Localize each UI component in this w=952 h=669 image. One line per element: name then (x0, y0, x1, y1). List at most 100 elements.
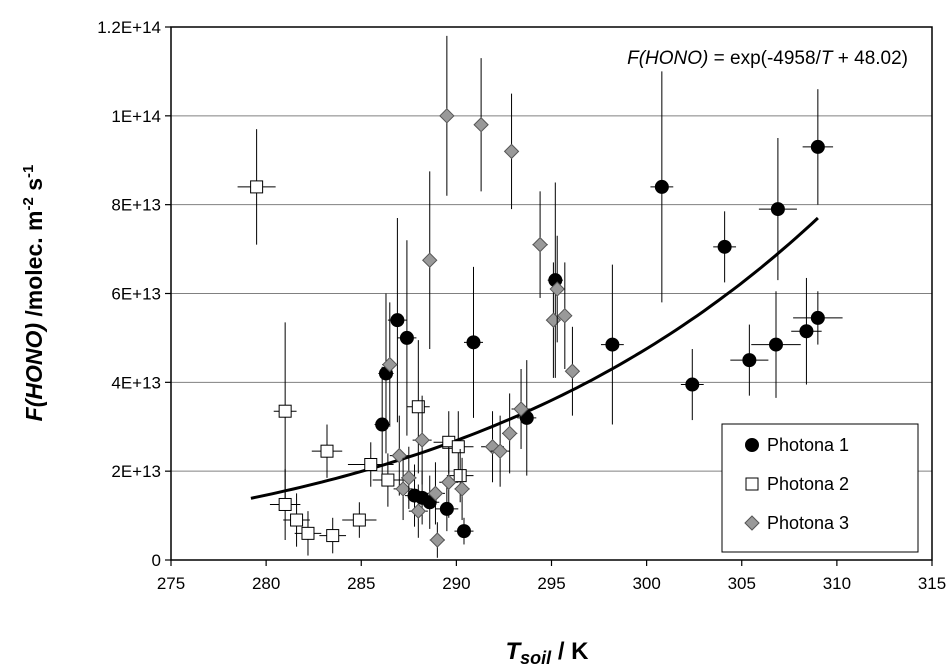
point-marker-circle (605, 337, 620, 352)
x-tick-label: 295 (537, 574, 565, 593)
data-point (532, 191, 548, 298)
data-point (549, 235, 565, 343)
point-marker-diamond (513, 401, 529, 417)
point-marker-square (320, 444, 334, 458)
data-point (372, 453, 404, 507)
point-marker-circle (456, 524, 471, 539)
data-point (713, 211, 737, 283)
y-tick-label: 6E+13 (111, 285, 161, 304)
point-marker-diamond (410, 503, 427, 519)
point-marker-diamond (401, 470, 417, 486)
x-tick-label: 315 (918, 574, 946, 593)
data-point (319, 517, 347, 554)
point-marker-diamond (549, 281, 565, 297)
point-marker-diamond (429, 532, 446, 548)
fit-curve-layer (250, 216, 819, 500)
data-point (473, 58, 489, 192)
point-marker-diamond (439, 108, 455, 124)
point-marker-circle (439, 501, 454, 516)
point-marker-circle (799, 324, 814, 339)
point-marker-diamond (454, 481, 470, 497)
data-point (463, 266, 484, 418)
data-point (758, 138, 797, 281)
point-marker-square (290, 513, 304, 527)
point-marker-circle (390, 313, 405, 328)
legend-marker-circle (745, 438, 759, 452)
x-tick-label: 290 (442, 574, 470, 593)
x-tick-label: 305 (728, 574, 756, 593)
data-point (397, 240, 417, 436)
x-axis-title: Tsoil / K (505, 638, 589, 668)
data-point (347, 442, 394, 487)
y-tick-label: 4E+13 (111, 373, 161, 392)
point-marker-square (250, 180, 264, 194)
data-point (237, 129, 276, 245)
data-point (557, 262, 573, 370)
data-point (422, 171, 438, 350)
point-marker-diamond (395, 481, 411, 497)
legend: Photona 1 Photona 2 Photona 3 (721, 423, 919, 553)
x-tick-label: 275 (157, 574, 185, 593)
data-point (311, 424, 343, 478)
point-marker-diamond (414, 432, 430, 448)
point-marker-circle (519, 410, 534, 425)
data-point (454, 457, 470, 521)
point-marker-circle (399, 330, 414, 345)
data-point (401, 446, 417, 509)
data-point (751, 291, 801, 398)
point-marker-square (278, 497, 292, 511)
point-marker-circle (422, 495, 437, 510)
y-axis-title: F(HONO) /molec. m-2 s-1 (20, 165, 47, 422)
point-marker-circle (375, 417, 390, 432)
data-points-layer (237, 35, 843, 558)
data-point (439, 446, 459, 518)
point-marker-square (381, 473, 395, 487)
point-marker-square (278, 404, 292, 418)
data-point (342, 502, 377, 538)
data-point (283, 493, 310, 547)
data-point (791, 277, 822, 385)
data-point (730, 324, 769, 396)
x-tick-label: 310 (823, 574, 851, 593)
data-point (680, 349, 704, 421)
point-marker-circle (717, 239, 732, 254)
data-point (412, 395, 432, 485)
data-point (425, 462, 445, 525)
fit-curve (250, 216, 819, 500)
data-point (490, 415, 510, 487)
y-tick-label: 1E+14 (111, 107, 161, 126)
point-marker-diamond (503, 143, 520, 160)
point-marker-circle (654, 179, 669, 194)
point-marker-diamond (427, 485, 444, 502)
data-point (429, 522, 446, 558)
point-marker-diamond (441, 474, 457, 490)
series-3 (382, 35, 581, 558)
data-point (374, 366, 390, 483)
point-marker-circle (810, 139, 825, 154)
y-tick-label: 1.2E+14 (97, 18, 161, 37)
legend-marker-square (745, 477, 759, 491)
data-point (446, 448, 474, 503)
point-marker-diamond (473, 117, 489, 133)
point-marker-diamond (564, 363, 581, 379)
data-point (511, 369, 531, 449)
data-point (650, 71, 674, 303)
point-marker-circle (810, 310, 825, 325)
legend-marker-diamond (744, 515, 760, 531)
x-axis: 275 280 285 290 295 300 305 310 315 (157, 560, 946, 593)
point-marker-diamond (557, 308, 573, 324)
data-point (564, 326, 581, 416)
point-marker-square (326, 529, 340, 543)
data-point (294, 511, 322, 556)
y-tick-label: 8E+13 (111, 196, 161, 215)
data-point (547, 182, 563, 378)
data-point (802, 89, 834, 205)
legend-item-photona-2: Photona 2 (745, 474, 849, 494)
point-marker-square (453, 469, 467, 483)
y-tick-label: 2E+13 (111, 462, 161, 481)
point-marker-square (352, 513, 366, 527)
point-marker-circle (685, 377, 700, 392)
point-marker-square (411, 400, 425, 414)
y-axis: 0 2E+13 4E+13 6E+13 8E+13 1E+14 1.2E+14 (97, 18, 171, 570)
data-point (517, 360, 537, 476)
